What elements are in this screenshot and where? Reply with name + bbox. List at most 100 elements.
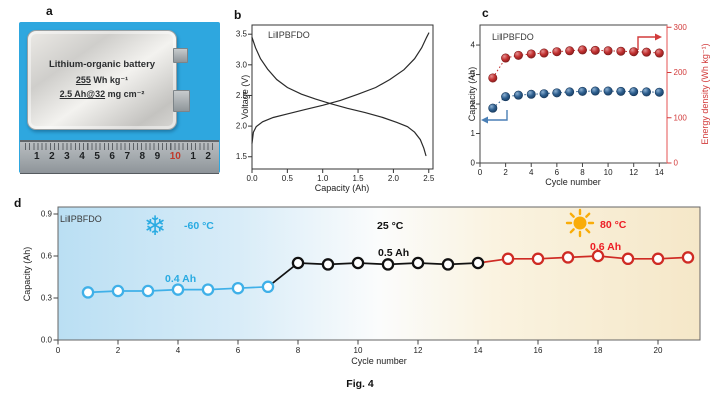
data-point [141,284,155,298]
data-point [526,89,536,99]
data-point [552,88,562,98]
tick-label: 6 [555,168,560,177]
battery-title: Lithium-organic battery [48,59,156,71]
tick-label: 2.0 [236,122,248,131]
figure-caption: Fig. 4 [346,378,374,390]
tick-label: 14 [655,168,664,177]
tick-label: 0.5 [282,174,294,183]
ruler-number: 1 [34,151,40,162]
data-point [381,258,395,271]
data-point [590,86,600,96]
y-axis-label: Capacity (Ah) [22,247,32,302]
battery-tab-bottom [173,90,190,112]
series-connector [267,262,299,288]
data-point [321,258,335,271]
tick-label: 0.0 [41,336,53,345]
tick-label: 1.5 [236,152,248,161]
data-point [111,284,125,298]
panel-letter-a: a [46,4,53,18]
temperature-background [58,207,700,340]
data-point [561,251,575,264]
data-point [565,46,575,56]
left-axis-indicator-arrow [481,110,508,124]
energy-density-unit: Wh kg⁻¹ [90,75,129,86]
room-capacity-label: 0.5 Ah [378,247,409,259]
data-point [654,48,664,58]
cell-label: Li‖PBFDO [268,30,310,40]
sun-ray [585,228,591,234]
snowflake-icon: ❄ [144,211,167,241]
data-point [621,252,635,266]
data-point [488,73,498,83]
data-point [681,251,695,264]
cell-label: Li‖PBFDO [492,32,534,42]
tick-label: 18 [594,346,603,355]
data-point [501,252,515,266]
data-point [642,47,652,57]
plot-frame [251,24,434,170]
tick-label: 4 [176,346,181,355]
x-axis-label: Cycle number [545,177,601,187]
tick-label: 1.0 [317,174,329,183]
tick-label: 2 [503,168,508,177]
ruler-number: 6 [109,151,115,162]
data-point [539,89,549,99]
ruler-numbers: 1 2 3 4 5 6 7 8 9 10 1 2 [20,151,219,162]
tick-label: 20 [654,346,663,355]
energy-density-value: 255 [75,75,91,86]
ruler-number: 7 [124,151,131,162]
data-point [577,45,587,55]
ruler-number: 2 [205,151,211,162]
panel-letter-c: c [482,6,489,20]
tick-label: 2.5 [423,174,435,183]
data-point [501,53,511,63]
tick-label: 8 [580,168,585,177]
sun-ray [569,228,575,234]
cell-label: Li‖PBFDO [60,214,102,224]
temperature-cycling-chart: Li‖PBFDO ❄ -60 °C 0.4 Ah 25 °C 0.5 Ah 80… [22,206,701,366]
battery-energy-density: 255 Wh kg⁻¹ [76,75,128,85]
data-point [591,249,605,263]
data-point [616,46,626,56]
tick-label: 2.5 [236,91,248,100]
tick-label: 2 [116,346,121,355]
battery-capacity-loading: 2.5 Ah@32 mg cm⁻² [60,89,145,99]
data-point [501,92,511,102]
ruler-number: 9 [154,151,161,162]
tick-label: 16 [534,346,543,355]
data-point [261,280,275,294]
battery-pouch: Lithium-organic battery 255 Wh kg⁻¹ 2.5 … [27,30,177,130]
tick-label: 0 [471,159,476,168]
tick-label: 0.9 [41,210,53,219]
y-axis-label: Voltage (V) [240,75,250,120]
data-point [441,258,455,271]
ruler-number: 5 [94,151,100,162]
data-point [629,87,639,97]
data-point [201,283,215,296]
tick-label: 6 [236,346,241,355]
room-temperature-label: 25 °C [377,220,404,232]
data-point [577,86,587,96]
tick-label: 10 [604,168,613,177]
data-point [471,256,485,270]
data-point [539,48,549,58]
sun-ray [585,212,591,218]
data-point [526,49,536,59]
panel-letter-d: d [14,196,22,210]
data-point [171,283,185,296]
capacity-loading-value: 2.5 Ah@32 [59,89,106,100]
tick-label: 0.0 [246,174,258,183]
data-point [531,252,545,266]
data-point [654,87,664,97]
charge-curve [251,32,430,144]
cold-capacity-label: 0.4 Ah [165,273,196,285]
tick-label: 1.5 [352,174,364,183]
tick-label: 0 [478,168,483,177]
tick-label: 100 [674,113,688,122]
data-point [565,87,575,97]
right-y-axis-label: Energy density (Wh kg⁻¹) [700,43,710,144]
data-point [351,256,365,270]
tick-label: 0.6 [41,252,53,261]
data-point [651,252,665,266]
ruler-number: 8 [139,151,146,162]
